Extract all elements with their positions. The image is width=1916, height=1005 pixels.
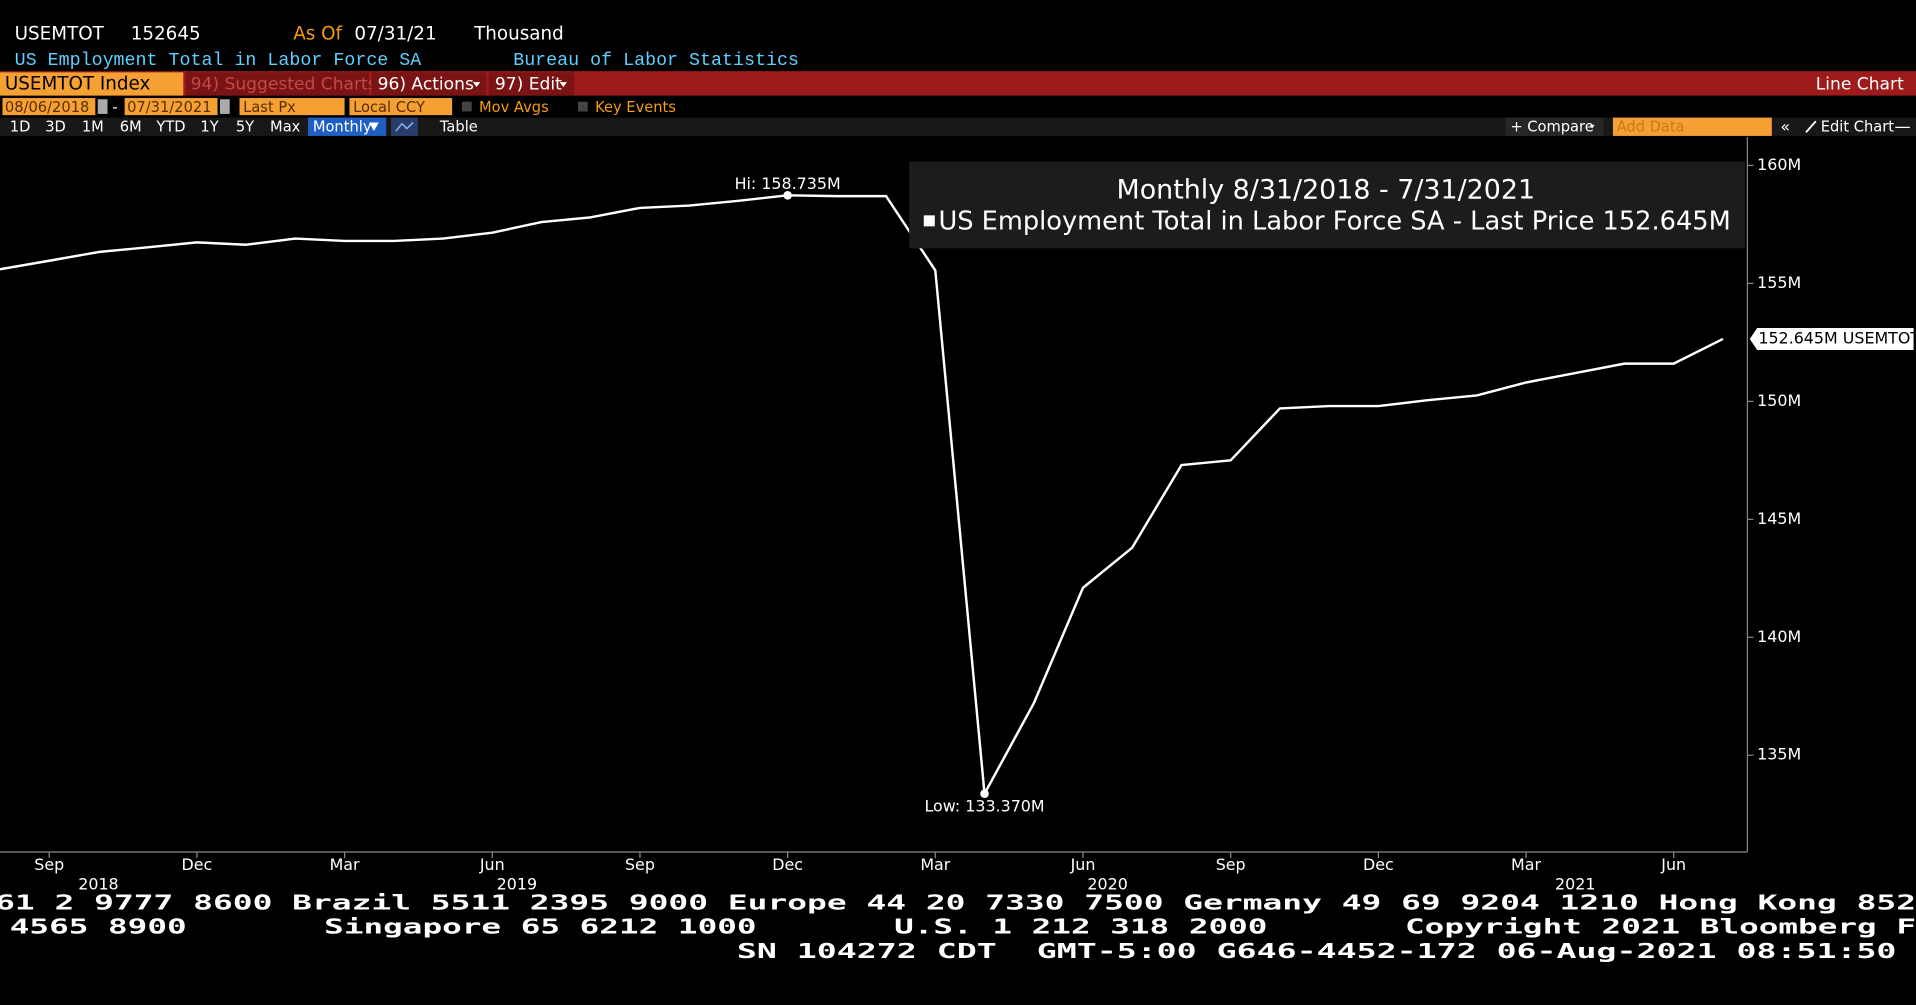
x-tick-label: Jun: [1660, 855, 1686, 874]
actions[interactable]: 96) Actions: [378, 75, 474, 95]
edit-box[interactable]: [488, 72, 575, 96]
last-price-tag: [1749, 327, 1914, 350]
calendar-icon[interactable]: [219, 99, 230, 114]
y-tick-label: 150M: [1757, 391, 1801, 410]
legend-last: 152.645M: [1603, 206, 1731, 236]
chart-type: Line Chart: [1816, 75, 1904, 95]
security[interactable]: USEMTOT Index: [5, 74, 151, 95]
legend-box: [909, 161, 1745, 249]
footer-line: 4565 8900 Singapore 65 6212 1000 U.S. 1 …: [10, 915, 1916, 939]
source: Bureau of Labor Statistics: [513, 50, 799, 71]
suggested-charts[interactable]: 94) Suggested Charts: [191, 75, 377, 95]
description: US Employment Total in Labor Force SA: [15, 50, 422, 71]
range-button[interactable]: 5Y: [236, 118, 254, 135]
x-year-label: 2021: [1555, 874, 1595, 893]
x-tick-label: Dec: [1363, 855, 1394, 874]
units: Thousand: [473, 23, 564, 44]
legend-period: Monthly 8/31/2018 - 7/31/2021: [1117, 174, 1536, 205]
table[interactable]: Table: [439, 118, 478, 135]
periodicity-box[interactable]: [307, 117, 387, 136]
x-year-label: 2018: [78, 874, 118, 893]
last-price-label: 152.645M USEMTOT: [1758, 328, 1916, 347]
dropdown-arrow: [1589, 124, 1595, 129]
range-button[interactable]: 3D: [45, 118, 66, 135]
dropdown-arrow: [559, 82, 567, 88]
range-button[interactable]: YTD: [155, 118, 185, 135]
periodicity[interactable]: Monthly: [313, 118, 372, 135]
add-data[interactable]: Add Data: [1617, 118, 1685, 135]
y-tick-label: 160M: [1757, 155, 1801, 174]
footer-line: 61 2 9777 8600 Brazil 5511 2395 9000 Eur…: [0, 890, 1916, 914]
range-button[interactable]: Max: [270, 118, 301, 135]
x-year-label: 2020: [1087, 874, 1127, 893]
x-tick-label: Sep: [34, 855, 64, 874]
field-box[interactable]: [239, 98, 345, 116]
annotation-label: Low: 133.370M: [924, 797, 1044, 816]
chart-icon-glyph: [395, 121, 414, 132]
x-tick-label: Sep: [625, 855, 655, 874]
currency-box[interactable]: [349, 98, 453, 116]
y-tick-label: 145M: [1757, 509, 1801, 528]
x-tick-label: Mar: [330, 855, 360, 874]
pencil-icon: [1805, 120, 1817, 133]
x-tick-label: Jun: [479, 855, 505, 874]
end-date[interactable]: 07/31/2021: [127, 99, 211, 116]
dropdown-arrow: [472, 82, 481, 88]
x-tick-label: Jun: [1070, 855, 1096, 874]
range-bar: [0, 117, 1916, 136]
add-data-box[interactable]: [1612, 117, 1772, 136]
x-tick-label: Dec: [182, 855, 213, 874]
plot: 135M 140M 145M 150M 155M 160M Sep Dec Mar Jun Sep D…: [0, 155, 1916, 893]
suggested-box[interactable]: [185, 72, 370, 96]
x-tick-label: Sep: [1216, 855, 1246, 874]
x-year-label: 2019: [497, 874, 537, 893]
range-buttons: 1D 3D 1M 6M YTD 1Y 5Y Max: [10, 118, 301, 135]
x-tick-label: Dec: [772, 855, 803, 874]
collapse-icon[interactable]: «: [1780, 117, 1790, 136]
footer-line: SN 104272 CDT GMT-5:00 G646-4452-172 06-…: [737, 939, 1897, 963]
calendar-icon[interactable]: [97, 99, 108, 114]
mov-avgs[interactable]: Mov Avgs: [479, 99, 549, 116]
y-tick-label: 140M: [1757, 627, 1801, 646]
checkbox[interactable]: [577, 101, 588, 112]
currency[interactable]: Local CCY: [353, 99, 425, 116]
key-events[interactable]: Key Events: [595, 99, 676, 116]
legend-series: US Employment Total in Labor Force SA - …: [938, 206, 1594, 236]
header-value: 152645: [131, 23, 201, 44]
range-button[interactable]: 1Y: [200, 118, 218, 135]
edit[interactable]: 97) Edit: [495, 75, 562, 95]
actions-box[interactable]: [371, 72, 487, 96]
annotation-point: [783, 191, 792, 200]
annotation-point: [980, 789, 989, 798]
annotation-label: Hi: 158.735M: [735, 174, 841, 193]
date-box[interactable]: [2, 98, 96, 116]
date-box[interactable]: [124, 98, 218, 116]
edit-chart[interactable]: Edit Chart: [1821, 118, 1895, 135]
start-date[interactable]: 08/06/2018: [5, 99, 89, 116]
legend-swatch: [923, 215, 935, 227]
range-button[interactable]: 1M: [82, 118, 104, 135]
ticker: USEMTOT: [15, 23, 105, 44]
range-button[interactable]: 1D: [10, 118, 31, 135]
y-tick-label: 135M: [1757, 745, 1801, 764]
x-tick-label: Mar: [920, 855, 950, 874]
series-line: [0, 194, 1724, 795]
as-of-label: As Of: [293, 23, 342, 44]
range-button[interactable]: 6M: [120, 118, 142, 135]
compare-box[interactable]: [1505, 117, 1604, 136]
y-tick-label: 155M: [1757, 273, 1801, 292]
date-separator: -: [112, 99, 117, 116]
checkbox[interactable]: [461, 101, 472, 112]
legend-entry: US Employment Total in Labor Force SA - …: [938, 206, 1730, 236]
compare[interactable]: + Compare: [1510, 118, 1593, 135]
x-tick-label: Mar: [1511, 855, 1541, 874]
as-of-date: 07/31/21: [354, 23, 436, 44]
field[interactable]: Last Px: [243, 99, 296, 116]
dropdown-arrow: [369, 122, 379, 132]
security-box[interactable]: [0, 72, 184, 96]
